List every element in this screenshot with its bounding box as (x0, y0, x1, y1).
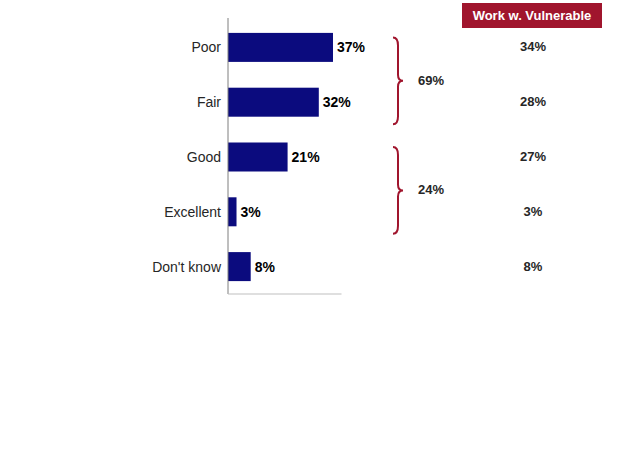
data-label: 21% (292, 149, 321, 165)
comparison-value: 8% (524, 259, 543, 274)
data-label: 8% (255, 259, 276, 275)
category-axis (228, 18, 229, 294)
category-label: Excellent (164, 204, 221, 220)
bar (228, 88, 319, 117)
category-label: Poor (191, 39, 221, 55)
group-brace (393, 37, 403, 124)
group-brace (393, 147, 403, 234)
bar (228, 33, 333, 62)
bars (228, 33, 333, 281)
chart-svg: Poor 37% Fair 32% Good 21% Excellent 3% Don't kn… (0, 0, 624, 468)
bar (228, 143, 288, 172)
group-total: 24% (418, 182, 444, 197)
comparison-value: 28% (520, 94, 546, 109)
comparison-title: Work w. Vulnerable (473, 8, 592, 23)
group-total: 69% (418, 73, 444, 88)
chart-container: Poor 37% Fair 32% Good 21% Excellent 3% Don't kn… (0, 0, 624, 468)
value-axis-range (228, 294, 342, 295)
comparison-value: 3% (524, 204, 543, 219)
data-label: 32% (323, 94, 352, 110)
category-label: Fair (197, 94, 221, 110)
category-label: Don't know (152, 259, 222, 275)
comparison-value: 34% (520, 39, 546, 54)
data-label: 37% (337, 39, 366, 55)
bar (228, 252, 251, 281)
data-label: 3% (241, 204, 262, 220)
comparison-header-box (462, 3, 602, 28)
category-label: Good (187, 149, 221, 165)
comparison-value: 27% (520, 149, 546, 164)
bar (228, 197, 237, 226)
